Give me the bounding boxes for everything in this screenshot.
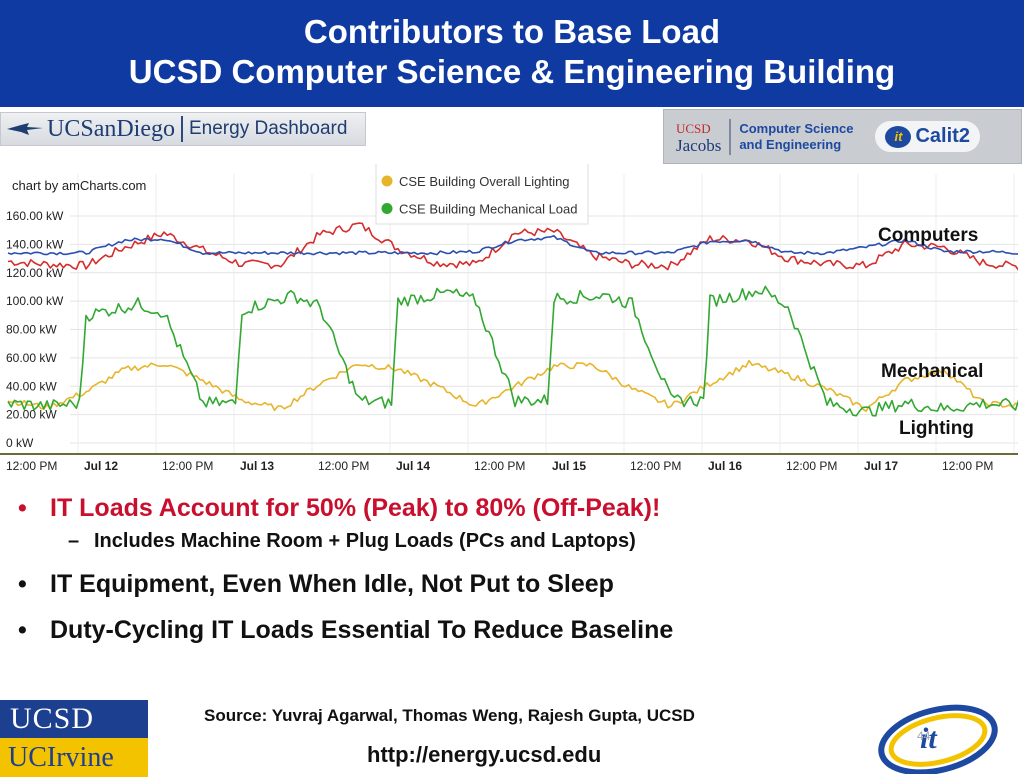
- bullet-text: IT Loads Account for 50% (Peak) to 80% (…: [50, 494, 661, 522]
- y-tick-label: 100.00 kW: [6, 294, 64, 308]
- bullet-mark: •: [18, 494, 27, 522]
- title-line-2: UCSD Computer Science & Engineering Buil…: [128, 53, 896, 90]
- ucsd-energy-dashboard-logo: UCSanDiego Energy Dashboard: [0, 112, 366, 146]
- legend-lighting-swatch: [381, 175, 393, 187]
- bullet-mark: •: [18, 570, 27, 598]
- chart-credit: chart by amCharts.com: [12, 178, 146, 193]
- lighting-line: [7, 359, 1018, 412]
- x-tick-label: Jul 15: [552, 459, 586, 473]
- bullet-it-equipment: • IT Equipment, Even When Idle, Not Put …: [18, 568, 1008, 614]
- x-tick-label: Jul 17: [864, 459, 898, 473]
- plug-loads-line: [7, 222, 1018, 271]
- x-tick-label: 12:00 PM: [474, 459, 525, 473]
- y-tick-label: 120.00 kW: [6, 266, 64, 280]
- y-tick-label: 40.00 kW: [6, 379, 57, 393]
- y-tick-label: 80.00 kW: [6, 323, 57, 337]
- x-tick-label: 12:00 PM: [318, 459, 369, 473]
- chart-series: [7, 222, 1018, 417]
- y-tick-label: 60.00 kW: [6, 351, 57, 365]
- x-tick-label: 12:00 PM: [942, 459, 993, 473]
- machine-room-line: [7, 235, 1018, 256]
- mechanical-line: [7, 285, 1018, 417]
- page-number: 44: [917, 729, 931, 743]
- jacobs-calit2-logo: UCSD Jacobs Computer Science and Enginee…: [663, 109, 1022, 164]
- source-citation: Source: Yuvraj Agarwal, Thomas Weng, Raj…: [204, 706, 695, 725]
- slide-title: Contributors to Base Load UCSD Computer …: [0, 0, 1024, 107]
- bullet-mark: •: [18, 616, 27, 644]
- sub-bullet-machine-room: – Includes Machine Room + Plug Loads (PC…: [18, 528, 1008, 568]
- energy-url-link[interactable]: http://energy.ucsd.edu: [367, 742, 602, 767]
- legend-lighting-label: CSE Building Overall Lighting: [399, 174, 570, 189]
- chart-legend: CSE Building Plug LoadsCSE Building Mach…: [375, 164, 589, 225]
- annotation-computers: Computers: [878, 225, 978, 246]
- cse-logo: Computer Science and Engineering: [739, 120, 854, 152]
- svg-text:it: it: [920, 722, 938, 755]
- chart-axes: 0 kW 20.00 kW 40.00 kW 60.00 kW 80.00 kW 100.…: [0, 209, 1018, 473]
- x-tick-label: 12:00 PM: [786, 459, 837, 473]
- energy-chart: 0 kW 20.00 kW 40.00 kW 60.00 kW 80.00 kW 100.…: [0, 164, 1018, 482]
- y-tick-label: 160.00 kW: [6, 209, 64, 223]
- logo-divider: [181, 116, 183, 142]
- triton-icon: [7, 123, 43, 135]
- bullet-text: IT Equipment, Even When Idle, Not Put to…: [50, 570, 614, 598]
- x-tick-label: 12:00 PM: [630, 459, 681, 473]
- legend-mechanical-swatch: [381, 203, 393, 214]
- chart-grid: [70, 174, 1018, 454]
- bullet-duty-cycling: • Duty-Cycling IT Loads Essential To Red…: [18, 614, 1008, 660]
- x-tick-label: Jul 16: [708, 459, 742, 473]
- bullet-it-loads: • IT Loads Account for 50% (Peak) to 80%…: [18, 492, 1008, 528]
- it2-footer-logo: it: [878, 704, 998, 774]
- logo-divider: [729, 118, 732, 155]
- bullet-text: Duty-Cycling IT Loads Essential To Reduc…: [50, 616, 674, 644]
- bullet-list: • IT Loads Account for 50% (Peak) to 80%…: [18, 492, 1008, 660]
- sub-bullet-text: Includes Machine Room + Plug Loads (PCs …: [94, 530, 636, 552]
- ucirvine-footer-logo: UCIrvine: [0, 738, 148, 777]
- calit2-logo: it Calit2: [875, 121, 980, 152]
- title-line-1: Contributors to Base Load: [303, 13, 721, 50]
- annotation-lighting: Lighting: [899, 418, 974, 439]
- ucsd-wordmark: UCSanDiego: [47, 115, 175, 142]
- y-tick-label: 20.00 kW: [6, 408, 57, 422]
- sub-bullet-mark: –: [68, 530, 80, 552]
- legend-box: [375, 164, 589, 225]
- x-tick-label: Jul 13: [240, 459, 274, 473]
- energy-dashboard-label: Energy Dashboard: [189, 118, 348, 139]
- x-tick-label: 12:00 PM: [6, 459, 57, 473]
- jacobs-logo: UCSD Jacobs: [676, 120, 722, 155]
- ucsd-footer-logo: UCSD: [0, 700, 148, 738]
- y-tick-label: 0 kW: [6, 436, 34, 450]
- x-tick-label: Jul 14: [396, 459, 430, 473]
- x-tick-label: 12:00 PM: [162, 459, 213, 473]
- x-tick-label: Jul 12: [84, 459, 118, 473]
- y-tick-label: 140.00 kW: [6, 237, 64, 251]
- legend-mechanical-label: CSE Building Mechanical Load: [399, 202, 578, 217]
- annotation-mechanical: Mechanical: [881, 361, 983, 382]
- it2-icon: it: [885, 125, 912, 148]
- chart-annotations: Computers Mechanical Lighting: [878, 225, 983, 439]
